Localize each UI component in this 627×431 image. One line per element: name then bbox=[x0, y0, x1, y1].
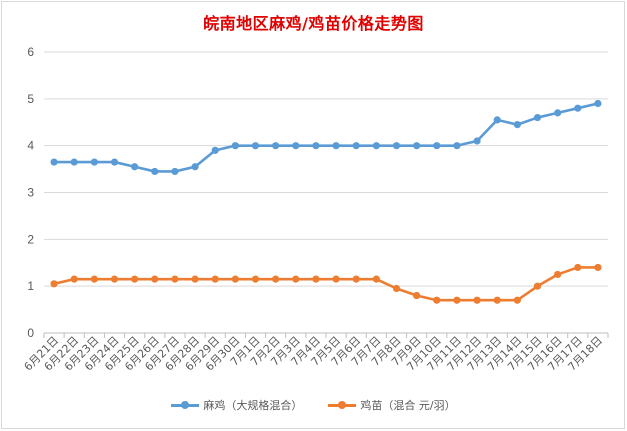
series-2-point bbox=[292, 275, 300, 283]
series-2-point bbox=[533, 282, 542, 290]
legend-swatch-series-1 bbox=[171, 400, 200, 410]
x-axis: 6月21日6月22日6月23日6月24日6月25日6月26日6月27日6月28日… bbox=[22, 333, 609, 374]
series-1-point bbox=[312, 142, 320, 150]
y-tick-label: 4 bbox=[27, 139, 34, 153]
y-tick-label: 2 bbox=[27, 232, 34, 246]
legend-label-series-1: 麻鸡（大规格混合） bbox=[203, 399, 303, 412]
y-tick-label: 6 bbox=[27, 45, 34, 59]
legend-item-series-2: 鸡苗（混合 元/羽） bbox=[328, 397, 456, 413]
series-1-point bbox=[211, 146, 219, 154]
y-tick-label: 0 bbox=[27, 326, 34, 340]
series-2-point bbox=[513, 296, 521, 304]
series-1-point bbox=[554, 109, 562, 117]
series-2-point bbox=[392, 284, 401, 293]
series-1-point bbox=[533, 113, 542, 122]
series-1-point bbox=[473, 137, 481, 145]
y-tick-label: 5 bbox=[27, 92, 34, 106]
series-1-point bbox=[392, 142, 401, 150]
series-2-point bbox=[473, 296, 481, 304]
series-1-point bbox=[292, 142, 300, 150]
series-1-point bbox=[574, 104, 582, 112]
series-2-point bbox=[231, 275, 239, 283]
series-2-point bbox=[191, 275, 199, 283]
y-tick-label: 1 bbox=[27, 279, 34, 293]
series-1-point bbox=[191, 163, 199, 171]
series-1-point bbox=[372, 142, 380, 150]
series-2-point bbox=[352, 275, 360, 283]
series-2-point bbox=[493, 296, 501, 304]
series-2-point bbox=[110, 275, 119, 283]
series-2-point bbox=[272, 275, 280, 283]
series-1-point bbox=[251, 142, 260, 150]
series-2-point bbox=[312, 275, 320, 283]
series-1-point bbox=[352, 142, 360, 150]
legend-label-series-2: 鸡苗（混合 元/羽） bbox=[360, 399, 456, 412]
legend-item-series-1: 麻鸡（大规格混合） bbox=[171, 397, 302, 413]
series-1-point bbox=[131, 163, 139, 171]
series-1-point bbox=[513, 120, 521, 129]
y-axis: 0 1 2 3 4 5 6 bbox=[27, 45, 34, 340]
series-1-point bbox=[171, 167, 179, 176]
series-2-point bbox=[574, 263, 582, 272]
series-1-point bbox=[90, 158, 98, 166]
series-1-point bbox=[70, 158, 78, 166]
series-2-point bbox=[90, 275, 98, 283]
series-1-point bbox=[453, 142, 461, 150]
series-1-point bbox=[332, 142, 340, 150]
series-1-point bbox=[413, 142, 421, 150]
series-2-point bbox=[433, 296, 441, 304]
series-2 bbox=[50, 263, 602, 304]
series-2-point bbox=[131, 275, 139, 283]
series-1-point bbox=[231, 142, 239, 150]
series-2-point bbox=[413, 291, 421, 300]
series-2-point bbox=[151, 275, 159, 283]
series-2-point bbox=[211, 275, 219, 283]
series-1-point bbox=[493, 116, 501, 124]
series-1-line bbox=[54, 102, 599, 173]
series-1-point bbox=[594, 99, 602, 108]
series-2-point bbox=[554, 270, 562, 279]
series-2-point bbox=[332, 275, 340, 283]
series-2-point bbox=[372, 275, 380, 283]
series-layer bbox=[50, 99, 602, 304]
series-1-point bbox=[151, 167, 159, 176]
legend-swatch-series-2 bbox=[328, 400, 357, 410]
series-2-point bbox=[453, 296, 461, 304]
series-2-point bbox=[251, 275, 260, 283]
series-1-point bbox=[272, 142, 280, 150]
series-2-line bbox=[53, 266, 598, 302]
y-tick-label: 3 bbox=[27, 186, 34, 200]
gridlines bbox=[44, 51, 608, 334]
series-2-point bbox=[171, 275, 179, 283]
series-1 bbox=[50, 99, 602, 176]
legend: 麻鸡（大规格混合） 鸡苗（混合 元/羽） bbox=[0, 397, 627, 413]
series-2-point bbox=[50, 280, 58, 288]
chart-title: 皖南地区麻鸡/鸡苗价格走势图 bbox=[203, 14, 424, 33]
series-2-point bbox=[70, 275, 78, 283]
series-1-point bbox=[50, 158, 58, 166]
series-1-point bbox=[110, 158, 119, 166]
series-2-point bbox=[594, 263, 602, 272]
series-1-point bbox=[433, 142, 441, 150]
